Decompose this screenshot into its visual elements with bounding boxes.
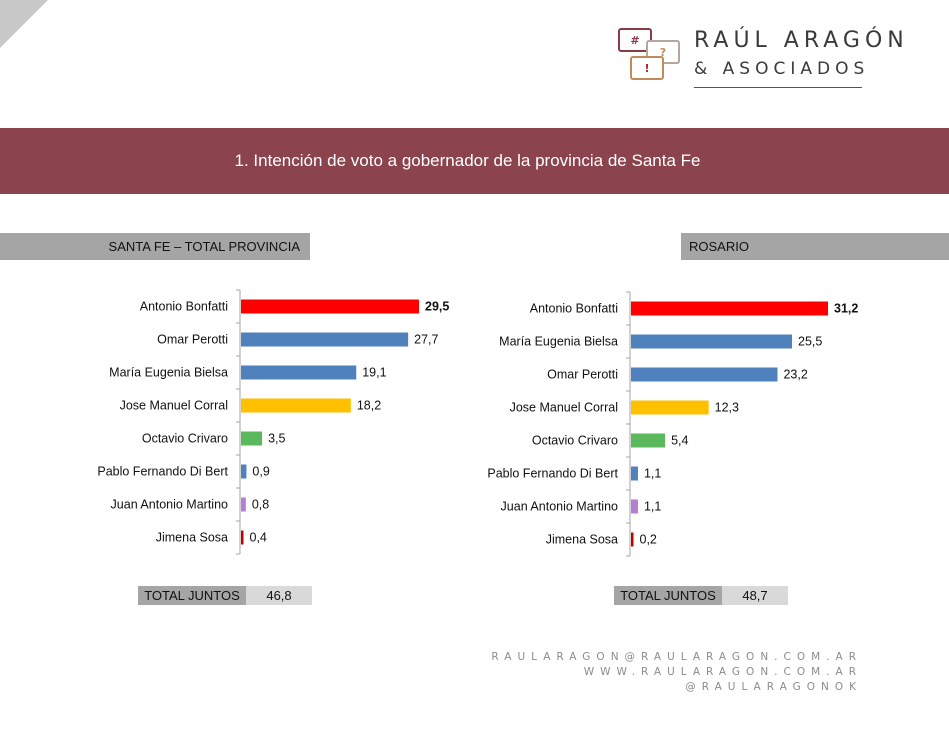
data-label: 12,3: [715, 401, 739, 415]
data-label: 23,2: [783, 368, 807, 382]
category-label: Antonio Bonfatti: [530, 302, 618, 316]
total-value-left: 46,8: [246, 586, 312, 605]
brand-subtitle: & ASOCIADOS: [694, 59, 870, 79]
bar: [241, 431, 263, 446]
data-label: 1,1: [644, 467, 661, 481]
data-label: 0,9: [252, 465, 269, 479]
exclaim-bubble-icon: !: [630, 56, 664, 80]
title-banner: 1. Intención de voto a gobernador de la …: [0, 128, 949, 194]
speech-bubbles-icon: # ? !: [616, 26, 686, 88]
category-label: Jimena Sosa: [546, 533, 618, 547]
total-label-left: TOTAL JUNTOS: [138, 586, 246, 605]
section-header-right: ROSARIO: [681, 233, 949, 260]
bar: [631, 334, 793, 349]
bar: [631, 367, 778, 382]
chart-svg-rosario: Antonio Bonfatti 31,2 María Eugenia Bielsa…: [487, 291, 858, 557]
data-label: 0,4: [250, 531, 267, 545]
bar-chart-santa-fe: Antonio Bonfatti 29,5 Omar Perotti 27,7 Marí…: [0, 286, 470, 556]
data-label: 0,2: [640, 533, 657, 547]
section-header-left: SANTA FE – TOTAL PROVINCIA: [0, 233, 310, 260]
bar: [241, 332, 409, 347]
corner-decoration: [0, 0, 48, 48]
bar: [631, 433, 666, 448]
bar: [631, 466, 638, 481]
brand-name: RAÚL ARAGÓN: [694, 28, 909, 53]
contact-handle: @RAULARAGONOK: [685, 681, 862, 693]
section-title-right: ROSARIO: [689, 239, 749, 254]
data-label: 18,2: [357, 399, 381, 413]
category-label: Octavio Crivaro: [142, 432, 228, 446]
bar: [241, 530, 244, 545]
category-label: María Eugenia Bielsa: [109, 366, 228, 380]
brand-underline: [694, 87, 862, 88]
category-label: Pablo Fernando Di Bert: [487, 467, 618, 481]
category-label: Jose Manuel Corral: [120, 399, 228, 413]
page-title: 1. Intención de voto a gobernador de la …: [234, 151, 701, 170]
bar: [631, 301, 828, 316]
data-label: 31,2: [834, 302, 858, 316]
category-label: Omar Perotti: [547, 368, 618, 382]
data-label: 0,8: [252, 498, 269, 512]
total-value-right: 48,7: [722, 586, 788, 605]
bar: [241, 497, 246, 512]
category-label: Antonio Bonfatti: [140, 300, 228, 314]
bar: [631, 532, 634, 547]
brand-logo: # ? ! RAÚL ARAGÓN & ASOCIADOS: [616, 26, 936, 96]
total-box-left: TOTAL JUNTOS 46,8: [138, 586, 312, 605]
data-label: 25,5: [798, 335, 822, 349]
bar: [241, 398, 351, 413]
bar-chart-rosario: Antonio Bonfatti 31,2 María Eugenia Bielsa…: [470, 290, 949, 560]
bar: [631, 400, 709, 415]
bar: [241, 464, 247, 479]
category-label: Jose Manuel Corral: [510, 401, 618, 415]
bar: [631, 499, 638, 514]
category-label: Omar Perotti: [157, 333, 228, 347]
section-title-left: SANTA FE – TOTAL PROVINCIA: [108, 239, 300, 254]
bar: [241, 365, 357, 380]
data-label: 1,1: [644, 500, 661, 514]
total-label-right: TOTAL JUNTOS: [614, 586, 722, 605]
data-label: 27,7: [414, 333, 438, 347]
chart-svg-santa-fe: Antonio Bonfatti 29,5 Omar Perotti 27,7 Marí…: [97, 289, 449, 555]
bar: [241, 299, 419, 314]
data-label: 5,4: [671, 434, 688, 448]
data-label: 19,1: [362, 366, 386, 380]
category-label: María Eugenia Bielsa: [499, 335, 618, 349]
category-label: Juan Antonio Martino: [111, 498, 228, 512]
category-label: Juan Antonio Martino: [501, 500, 618, 514]
category-label: Octavio Crivaro: [532, 434, 618, 448]
total-box-right: TOTAL JUNTOS 48,7: [614, 586, 788, 605]
data-label: 29,5: [425, 300, 449, 314]
contact-info: RAULARAGON@RAULARAGON.COM.AR WWW.RAULARA…: [491, 650, 862, 695]
contact-web: WWW.RAULARAGON.COM.AR: [583, 666, 862, 678]
contact-email: RAULARAGON@RAULARAGON.COM.AR: [491, 651, 862, 663]
category-label: Jimena Sosa: [156, 531, 228, 545]
data-label: 3,5: [268, 432, 285, 446]
category-label: Pablo Fernando Di Bert: [97, 465, 228, 479]
